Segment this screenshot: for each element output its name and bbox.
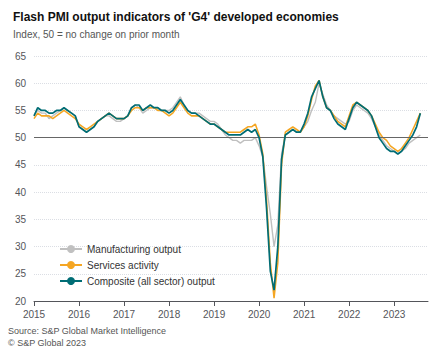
svg-text:2015: 2015 xyxy=(23,309,46,320)
svg-text:2017: 2017 xyxy=(113,309,136,320)
svg-text:2018: 2018 xyxy=(158,309,181,320)
svg-text:Manufacturing output: Manufacturing output xyxy=(87,244,181,255)
svg-text:45: 45 xyxy=(15,159,27,170)
svg-text:35: 35 xyxy=(15,214,27,225)
svg-text:2019: 2019 xyxy=(203,309,226,320)
svg-text:2023: 2023 xyxy=(383,309,406,320)
svg-text:Source: S&P Global Market Inte: Source: S&P Global Market Intelligence xyxy=(8,326,166,336)
svg-text:30: 30 xyxy=(15,241,27,252)
svg-text:Index, 50 = no change on prior: Index, 50 = no change on prior month xyxy=(13,29,180,40)
svg-text:Flash PMI output indicators of: Flash PMI output indicators of 'G4' deve… xyxy=(13,10,339,24)
svg-text:65: 65 xyxy=(15,51,27,62)
svg-text:2020: 2020 xyxy=(248,309,271,320)
svg-text:25: 25 xyxy=(15,268,27,279)
svg-text:2022: 2022 xyxy=(338,309,361,320)
svg-text:Composite (all sector) output: Composite (all sector) output xyxy=(87,276,215,287)
svg-text:40: 40 xyxy=(15,187,27,198)
svg-text:© S&P Global 2023: © S&P Global 2023 xyxy=(8,338,86,348)
svg-text:50: 50 xyxy=(15,132,27,143)
svg-text:60: 60 xyxy=(15,78,27,89)
svg-text:20: 20 xyxy=(15,296,27,307)
svg-text:2016: 2016 xyxy=(68,309,91,320)
svg-text:55: 55 xyxy=(15,105,27,116)
svg-text:Services activity: Services activity xyxy=(87,260,159,271)
svg-text:2021: 2021 xyxy=(293,309,316,320)
